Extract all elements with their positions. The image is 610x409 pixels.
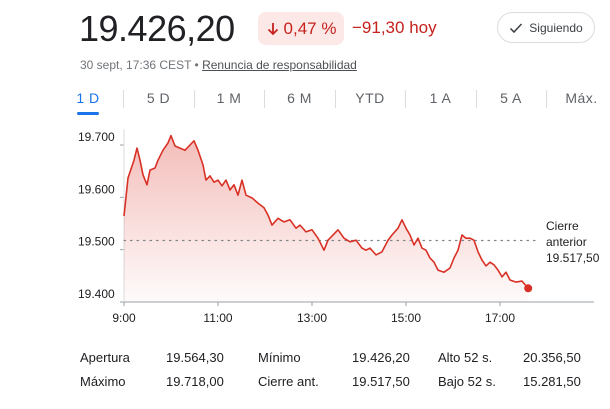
y-tick-label: 19.700: [78, 130, 115, 144]
tab-separator: [334, 90, 336, 108]
stat-value: 20.356,50: [523, 350, 581, 365]
stat-value: 15.281,50: [523, 374, 581, 389]
stat-label: Cierre ant.: [258, 374, 319, 389]
tab-separator: [405, 90, 406, 108]
reference-label: Cierre anterior: [546, 219, 587, 249]
range-tab[interactable]: 5 D: [146, 90, 171, 106]
stat-label: Máximo: [80, 374, 126, 389]
x-tick-label: 11:00: [203, 311, 232, 325]
change-percent-badge: 0,47 %: [258, 12, 344, 45]
separator-dot: •: [194, 58, 199, 72]
range-tab[interactable]: 6 M: [287, 90, 312, 106]
y-tick-label: 19.600: [78, 182, 115, 196]
tab-separator: [546, 90, 547, 108]
stat-label: Alto 52 s.: [438, 350, 493, 365]
reference-note: Cierre anterior 19.517,50: [546, 218, 606, 266]
range-tab[interactable]: YTD: [355, 90, 385, 106]
price-area: [124, 135, 529, 302]
stat-label: Mínimo: [258, 350, 301, 365]
stat-value: 19.564,30: [166, 350, 224, 365]
y-tick-label: 19.400: [78, 287, 115, 301]
range-tab[interactable]: 5 A: [500, 90, 522, 106]
change-percent: 0,47 %: [283, 18, 337, 38]
stat-value: 19.426,20: [352, 350, 410, 365]
follow-button[interactable]: Siguiendo: [497, 12, 595, 43]
range-tab[interactable]: 1 M: [216, 90, 242, 106]
tab-separator: [264, 90, 265, 108]
price: 19.426,20: [79, 8, 235, 49]
stat-value: 19.718,00: [166, 374, 224, 389]
x-tick-label: 17:00: [485, 311, 515, 325]
range-tab[interactable]: 1 A: [429, 90, 452, 106]
range-tab[interactable]: 1 D: [58, 90, 118, 115]
range-tab[interactable]: Máx.: [565, 90, 598, 106]
down-arrow-icon: [267, 22, 278, 35]
tab-separator: [123, 90, 124, 108]
stat-value: 19.517,50: [352, 374, 410, 389]
timestamp: 30 sept, 17:36 CEST: [80, 58, 192, 72]
reference-value: 19.517,50: [546, 251, 600, 265]
price-line: [123, 134, 529, 289]
stat-label: Apertura: [80, 350, 130, 365]
follow-label: Siguiendo: [529, 20, 583, 35]
stat-label: Bajo 52 s.: [438, 374, 496, 389]
disclaimer-link[interactable]: Renuncia de responsabilidad: [202, 58, 357, 72]
x-tick-label: 13:00: [297, 311, 327, 325]
last-point: [524, 284, 533, 293]
x-tick-label: 15:00: [391, 311, 421, 325]
meta-line: 30 sept, 17:36 CEST • Renuncia de respon…: [80, 58, 357, 72]
x-tick-label: 9:00: [112, 311, 136, 325]
tab-separator: [475, 90, 477, 108]
y-tick-label: 19.500: [78, 235, 115, 249]
check-icon: [510, 22, 523, 33]
change: −91,30 hoy: [352, 18, 437, 37]
tab-separator: [193, 90, 195, 108]
